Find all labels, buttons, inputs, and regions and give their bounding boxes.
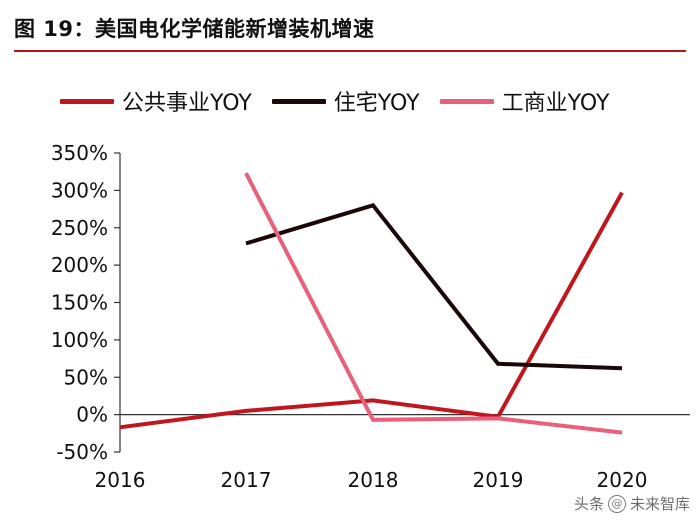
y-tick-label: 100% — [51, 328, 108, 352]
y-tick-label: 200% — [51, 253, 108, 277]
y-tick-label: 0% — [76, 403, 108, 427]
y-tick-label: 350% — [51, 141, 108, 165]
at-icon: @ — [607, 494, 626, 513]
x-tick-label: 2020 — [597, 468, 648, 492]
legend-item-residential: 住宅YOY — [271, 85, 420, 117]
y-tick-label: 50% — [64, 365, 108, 389]
legend-item-commercial: 工商业YOY — [439, 85, 610, 117]
legend-swatch-commercial — [439, 98, 494, 104]
x-tick-label: 2017 — [221, 468, 272, 492]
y-tick-label: -50% — [56, 440, 108, 464]
series-line-1 — [245, 202, 623, 371]
series-line-0 — [119, 191, 624, 430]
legend-label-utility: 公共事业YOY — [122, 91, 252, 116]
legend-swatch-residential — [271, 98, 326, 104]
y-tick-label: 250% — [51, 216, 108, 240]
title-bar: 图 19：美国电化学储能新增装机增速 — [14, 6, 686, 52]
watermark-prefix: 头条 — [573, 495, 604, 513]
legend-item-utility: 公共事业YOY — [60, 85, 252, 117]
x-tick-label: 2018 — [348, 468, 399, 492]
x-tick-label: 2016 — [95, 468, 146, 492]
y-tick-label: 150% — [51, 291, 108, 315]
watermark: 头条 @ 未来智库 — [574, 493, 690, 514]
y-tick-label: 300% — [51, 178, 108, 202]
chart-title: 图 19：美国电化学储能新增装机增速 — [14, 17, 375, 41]
legend-label-residential: 住宅YOY — [333, 91, 420, 116]
x-tick-label: 2019 — [473, 468, 524, 492]
legend-label-commercial: 工商业YOY — [501, 91, 610, 116]
watermark-name: 未来智库 — [629, 495, 690, 513]
legend-swatch-utility — [60, 98, 114, 104]
chart-legend: 公共事业YOY 住宅YOY 工商业YOY — [60, 84, 629, 118]
series-line-2 — [244, 172, 623, 435]
